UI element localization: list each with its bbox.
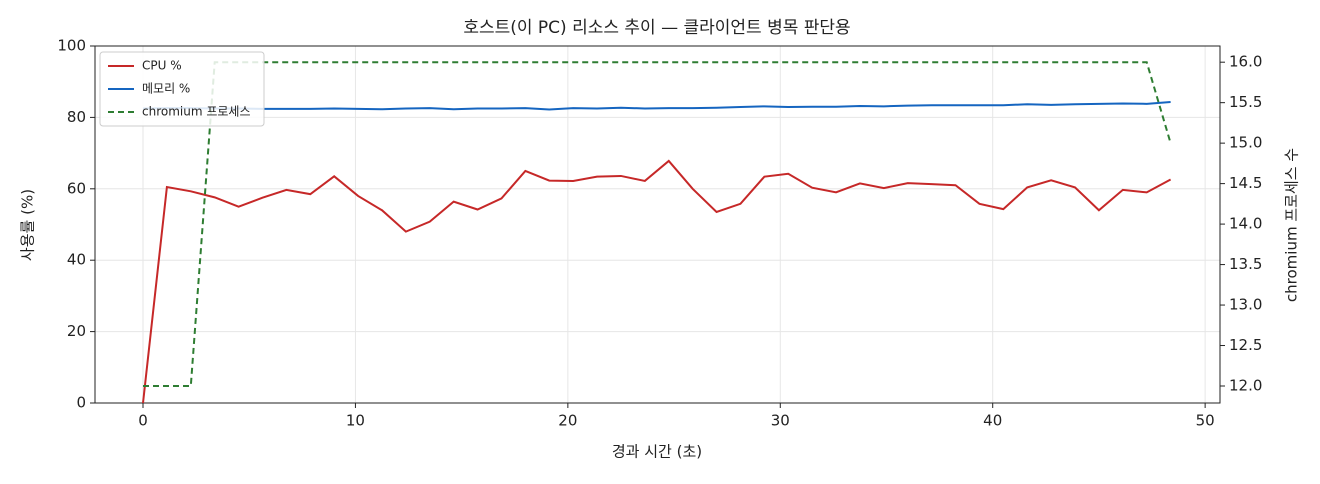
y2-axis-label: chromium 프로세스 수 <box>1283 148 1301 302</box>
x-tick-label: 40 <box>983 412 1002 430</box>
legend-box <box>99 51 265 127</box>
series-line <box>142 159 1172 404</box>
y-tick-label: 60 <box>67 179 86 197</box>
y2-tick-label: 15.0 <box>1229 134 1262 152</box>
y2-tick-label: 14.5 <box>1229 174 1262 192</box>
legend-label: 메모리 % <box>142 82 190 96</box>
x-tick-label: 20 <box>558 412 577 430</box>
x-axis-label: 경과 시간 (초) <box>612 443 702 461</box>
x-tick-label: 30 <box>771 412 790 430</box>
chart-title: 호스트(이 PC) 리소스 추이 — 클라이언트 병목 판단용 <box>463 18 850 38</box>
x-tick-label: 50 <box>1196 412 1215 430</box>
x-tick-label: 10 <box>346 412 365 430</box>
series-line <box>143 61 1172 387</box>
y2-tick-label: 13.0 <box>1229 296 1262 314</box>
plot-frame <box>94 45 1221 404</box>
y-axis-label: 사용률 (%) <box>19 189 37 261</box>
y-tick-label: 80 <box>67 108 86 126</box>
y2-tick-label: 12.5 <box>1229 336 1262 354</box>
y-tick-label: 40 <box>67 251 86 269</box>
y2-tick-label: 12.0 <box>1229 377 1262 395</box>
y2-tick-label: 16.0 <box>1229 53 1262 71</box>
y-tick-label: 0 <box>76 394 86 412</box>
y2-tick-label: 15.5 <box>1229 93 1262 111</box>
legend-label: CPU % <box>142 59 182 73</box>
series-line <box>142 101 1171 111</box>
x-tick-label: 0 <box>138 412 148 430</box>
y-tick-label: 20 <box>67 322 86 340</box>
y-tick-label: 100 <box>57 37 86 55</box>
legend-label: chromium 프로세스 <box>142 105 251 119</box>
y2-tick-label: 14.0 <box>1229 215 1262 233</box>
y2-tick-label: 13.5 <box>1229 255 1262 273</box>
